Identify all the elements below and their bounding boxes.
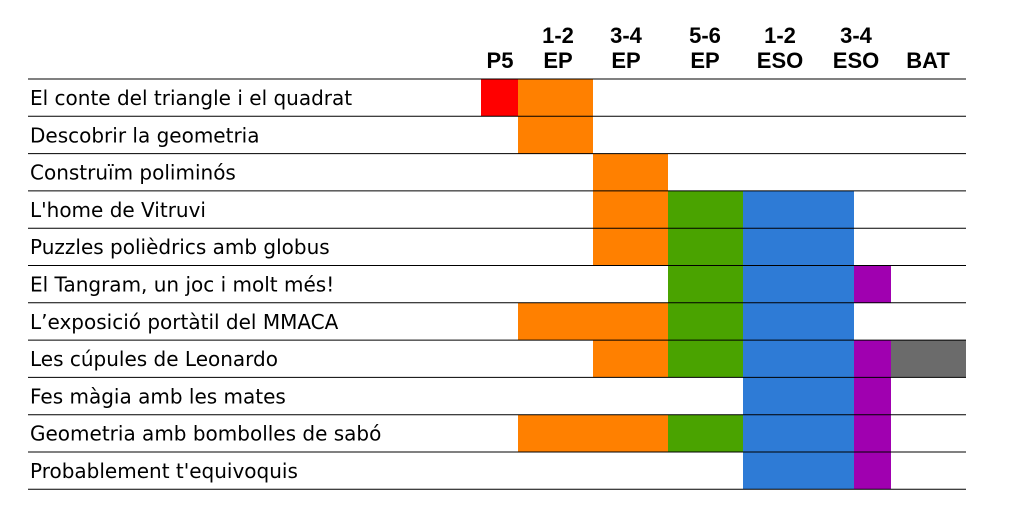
row-label: Geometria amb bombolles de sabó <box>30 422 381 446</box>
level-cell <box>593 190 668 229</box>
level-cell <box>593 228 668 266</box>
level-cell <box>743 340 854 378</box>
level-cell <box>743 302 854 341</box>
row-label: L'home de Vitruvi <box>30 198 206 222</box>
column-header-1-2: 1-2 <box>764 23 796 48</box>
column-header-5-6: 5-6 <box>689 23 721 48</box>
column-header-3-4: 3-4 <box>610 23 643 48</box>
level-cell <box>891 340 966 378</box>
row-label: Descobrir la geometria <box>30 123 259 147</box>
level-cell <box>593 340 668 378</box>
column-header-3-4: 3-4 <box>840 23 873 48</box>
level-cell <box>668 414 743 452</box>
row-label: Probablement t'equivoquis <box>30 459 298 483</box>
level-cell <box>854 340 891 378</box>
level-cell <box>668 190 743 229</box>
level-cell <box>668 302 743 341</box>
level-cell <box>743 452 854 490</box>
column-header-eso: ESO <box>833 48 879 73</box>
row-label: L’exposició portàtil del MMACA <box>30 310 339 334</box>
row-label: Construïm poliminós <box>30 161 236 185</box>
row-label: Puzzles polièdrics amb globus <box>30 235 330 259</box>
level-cell <box>743 414 854 452</box>
level-cell <box>854 265 891 303</box>
row-dividers <box>28 78 966 490</box>
level-cells <box>481 79 966 490</box>
level-cell <box>854 377 891 415</box>
row-label: El conte del triangle i el quadrat <box>30 86 352 110</box>
level-cell <box>743 377 854 415</box>
level-cell <box>593 414 668 452</box>
level-cell <box>593 153 668 191</box>
level-cell <box>668 340 743 378</box>
level-cell <box>668 228 743 266</box>
column-header-ep: EP <box>543 48 572 73</box>
row-labels: El conte del triangle i el quadrat Descob… <box>30 86 381 483</box>
level-cell <box>518 79 593 117</box>
level-cell <box>518 414 593 452</box>
level-cell <box>593 302 668 341</box>
column-header-bat: BAT <box>906 48 950 73</box>
row-label: El Tangram, un joc i molt més! <box>30 273 334 297</box>
column-header-ep: EP <box>690 48 719 73</box>
level-cell <box>743 265 854 303</box>
row-label: Les cúpules de Leonardo <box>30 347 278 371</box>
level-cell <box>518 116 593 154</box>
level-cell <box>518 302 593 341</box>
column-header-ep: EP <box>611 48 640 73</box>
level-cell <box>481 79 518 117</box>
column-header-1-2: 1-2 <box>542 23 574 48</box>
level-cell <box>854 452 891 490</box>
column-header-eso: ESO <box>757 48 803 73</box>
row-label: Fes màgia amb les mates <box>30 384 286 408</box>
column-header-p5: P5 <box>487 48 514 73</box>
level-cell <box>743 190 854 229</box>
level-cell <box>854 414 891 452</box>
level-cell <box>743 228 854 266</box>
level-cell <box>668 265 743 303</box>
